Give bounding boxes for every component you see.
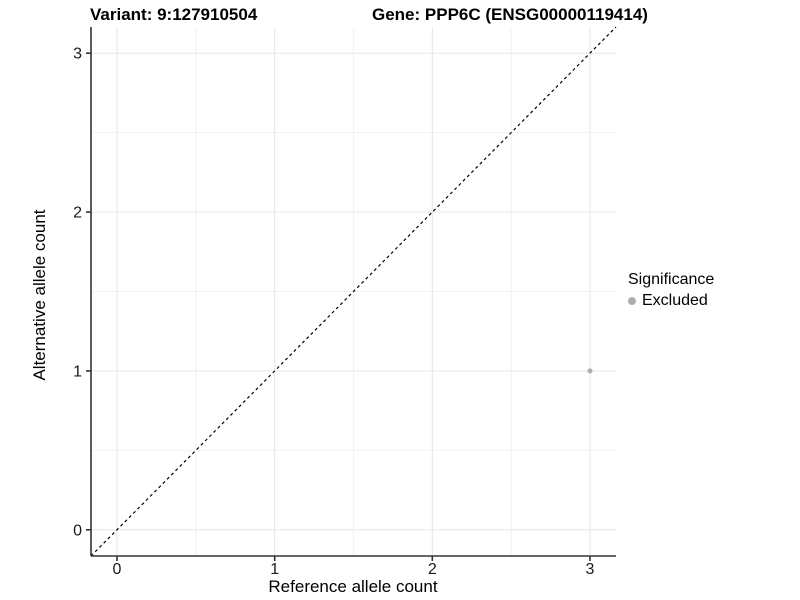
y-tick-label: 3	[73, 46, 82, 63]
legend-title: Significance	[628, 271, 715, 288]
x-tick-label: 1	[270, 561, 279, 578]
y-axis-title: Alternative allele count	[30, 209, 49, 381]
legend-item-label: Excluded	[642, 292, 708, 309]
identity-dashed-line	[90, 26, 617, 557]
x-tick-label: 0	[113, 561, 122, 578]
x-tick-label: 2	[428, 561, 437, 578]
y-tick-label: 2	[73, 205, 82, 222]
plot-title-variant: Variant: 9:127910504	[90, 5, 258, 24]
x-axis-title: Reference allele count	[268, 577, 438, 596]
legend: Significance Excluded	[628, 271, 714, 310]
x-tick-label: 3	[586, 561, 595, 578]
y-tick-label: 1	[73, 363, 82, 380]
y-tick-label: 0	[73, 522, 82, 539]
data-point-excluded	[587, 368, 593, 374]
legend-item-excluded: Excluded	[628, 292, 714, 310]
legend-point-icon	[628, 297, 636, 305]
plot-title-gene: Gene: PPP6C (ENSG00000119414)	[372, 5, 648, 24]
